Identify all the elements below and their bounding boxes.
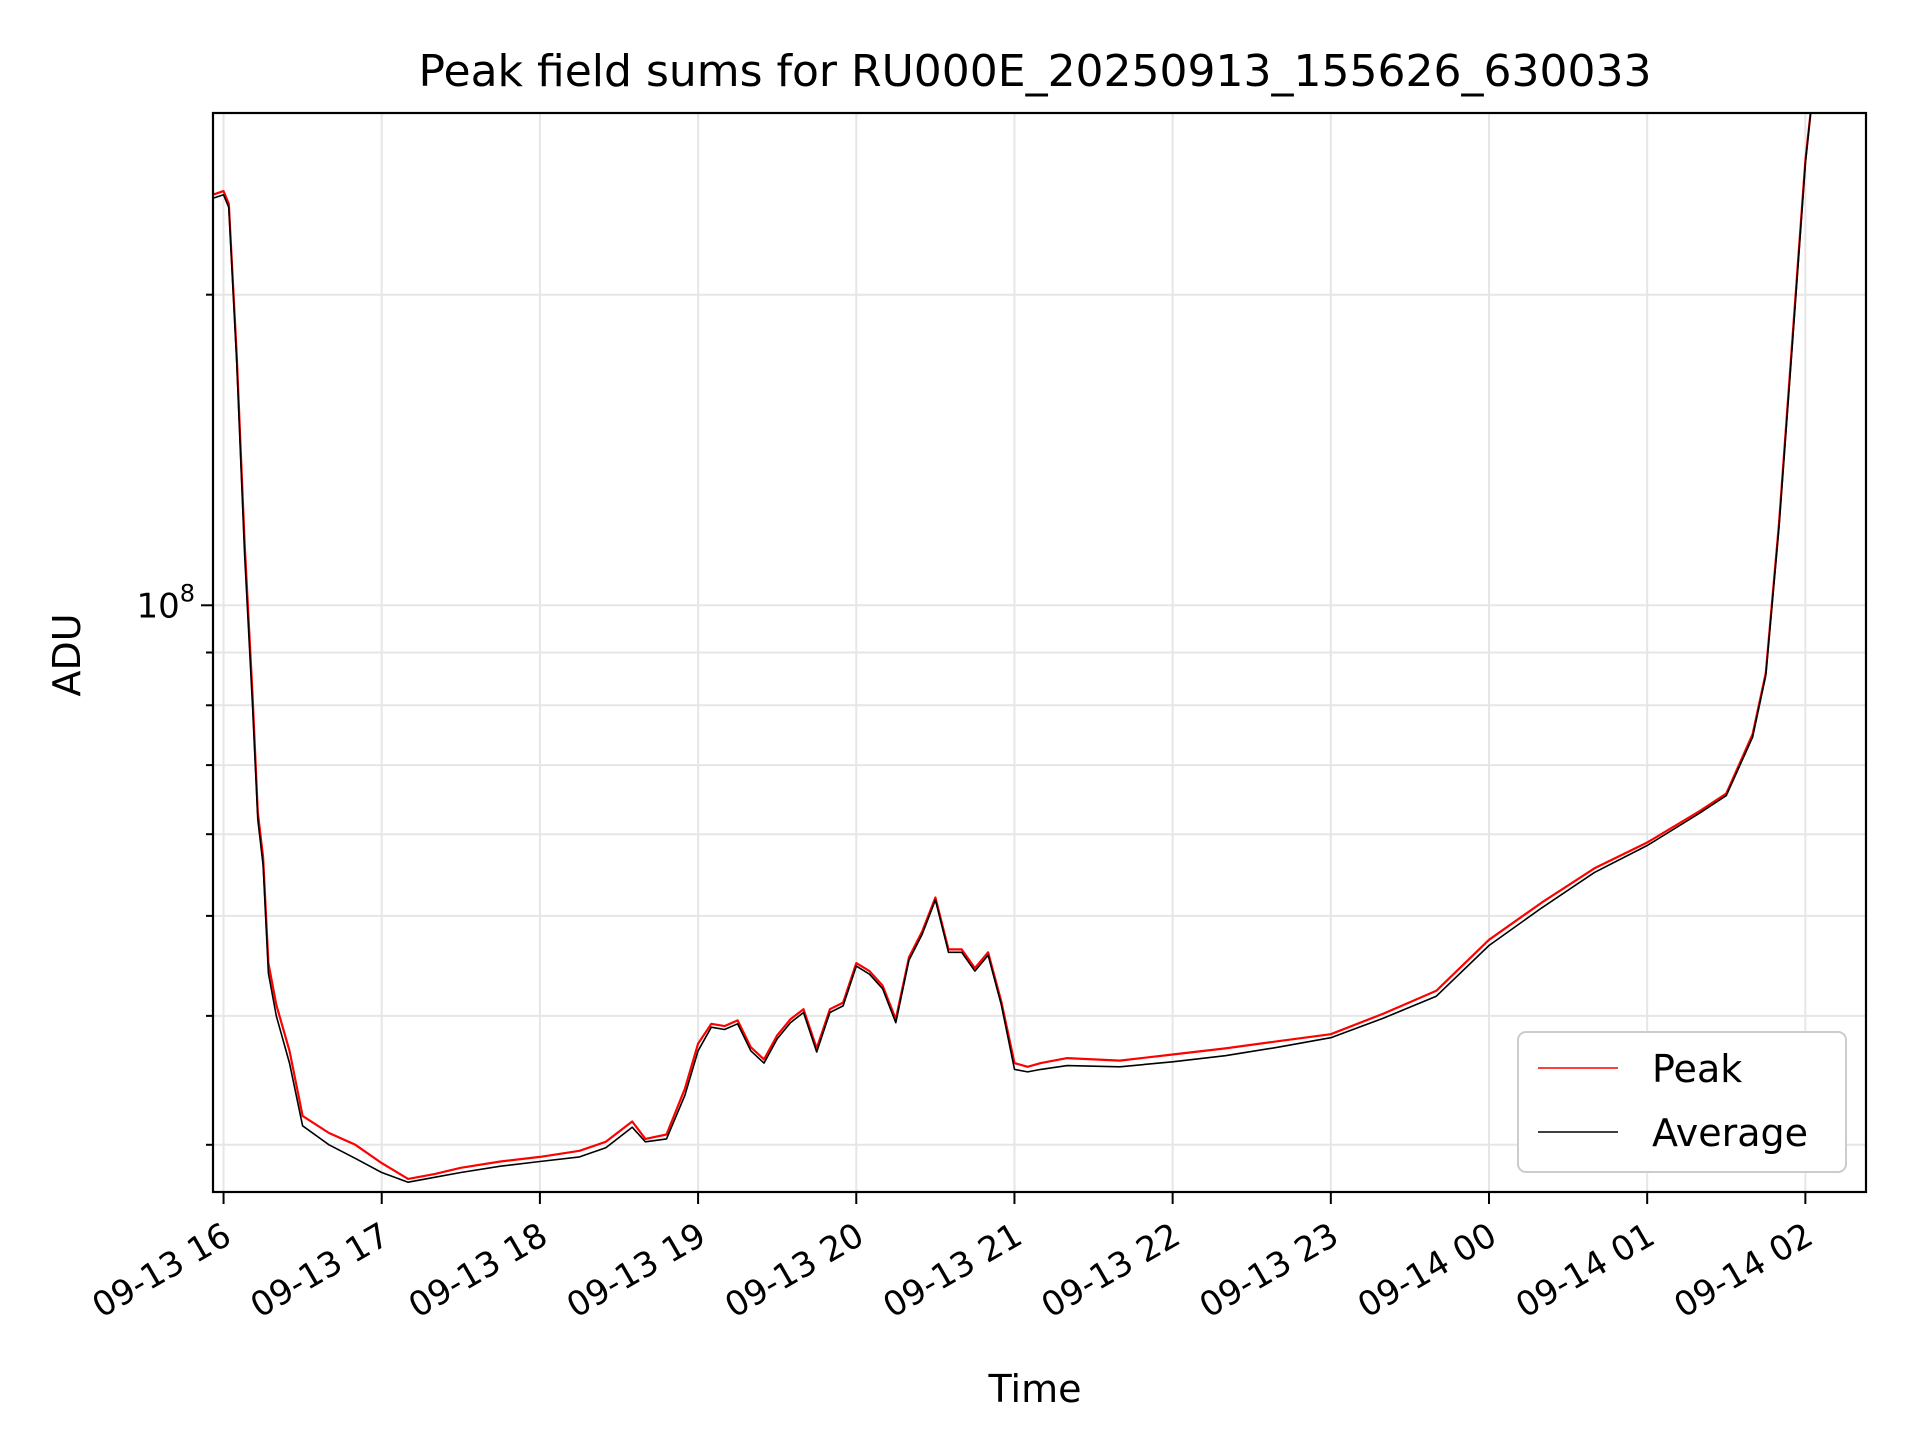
series-layer [212, 112, 1812, 1183]
x-tick-label: 09-13 23 [1193, 1215, 1345, 1326]
legend-label-average: Average [1652, 1111, 1808, 1155]
x-tick-label: 09-13 16 [86, 1215, 238, 1326]
x-tick-label: 09-14 00 [1351, 1215, 1503, 1326]
series-line-peak [212, 112, 1812, 1181]
legend-label-peak: Peak [1652, 1047, 1742, 1091]
y-axis-label: ADU [45, 613, 89, 696]
x-tick-label: 09-13 18 [402, 1215, 554, 1326]
x-tick-label: 09-13 19 [560, 1215, 712, 1326]
y-tick-label: 108 [136, 579, 195, 626]
series-line-average [212, 112, 1812, 1183]
grid-layer [213, 113, 1866, 1192]
legend-box [1517, 1031, 1847, 1173]
x-tick-label: 09-14 01 [1509, 1215, 1661, 1326]
x-tick-label: 09-13 21 [877, 1215, 1029, 1326]
x-axis-label: Time [988, 1367, 1082, 1411]
x-tick-label: 09-13 17 [244, 1215, 396, 1326]
legend: Peak Average [1517, 1031, 1847, 1173]
x-tick-label: 09-14 02 [1667, 1215, 1819, 1326]
x-tick-label: 09-13 22 [1035, 1215, 1187, 1326]
x-tick-label: 09-13 20 [718, 1215, 870, 1326]
chart-title: Peak field sums for RU000E_20250913_1556… [419, 46, 1652, 97]
